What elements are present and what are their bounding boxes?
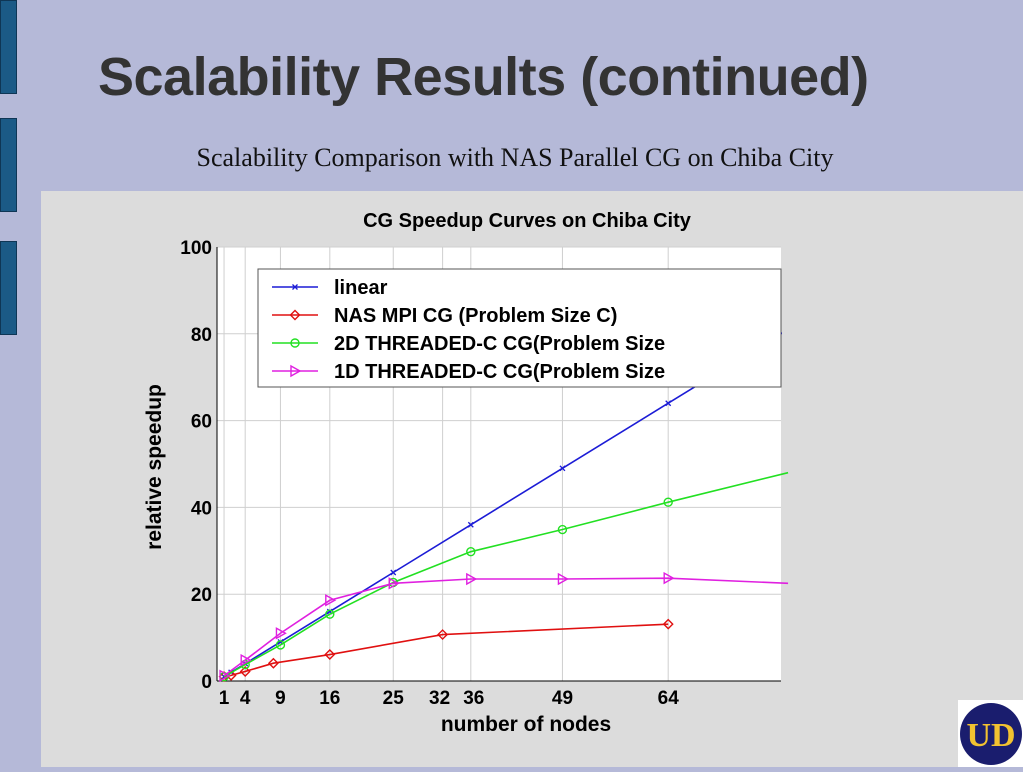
- ud-logo-icon: UD: [960, 703, 1022, 765]
- y-tick-label: 20: [191, 585, 212, 606]
- data-marker: [665, 400, 672, 407]
- series-4: [219, 571, 789, 682]
- data-marker: [663, 497, 673, 507]
- y-tick-label: 100: [180, 238, 212, 259]
- data-marker: [466, 546, 476, 557]
- legend-label: 1D THREADED-C CG(Problem Size: [334, 361, 665, 383]
- data-marker: [289, 309, 301, 321]
- data-marker: [390, 569, 397, 576]
- data-marker: [466, 572, 478, 586]
- x-tick-label: 49: [552, 688, 573, 709]
- data-marker: [290, 364, 302, 378]
- data-marker: [557, 524, 568, 535]
- series-line: [223, 623, 669, 678]
- data-marker: [663, 571, 675, 585]
- legend-item: linear: [272, 277, 388, 299]
- series-line: [223, 577, 789, 677]
- slide-title: Scalability Results (continued): [98, 47, 869, 107]
- data-marker: [437, 629, 449, 641]
- x-tick-label: 9: [275, 688, 286, 709]
- legend-clip-mask: [782, 268, 792, 388]
- data-marker: [325, 594, 337, 607]
- data-marker: [662, 618, 674, 630]
- chart-title: CG Speedup Curves on Chiba City: [363, 210, 692, 232]
- logo-text: UD: [966, 717, 1015, 754]
- x-tick-label: 4: [240, 688, 251, 709]
- data-marker: [239, 665, 251, 677]
- legend-item: NAS MPI CG (Problem Size C): [272, 305, 617, 327]
- data-marker: [388, 577, 400, 590]
- x-tick-label: 32: [429, 688, 450, 709]
- data-marker: [325, 609, 335, 619]
- legend-label: linear: [334, 277, 388, 299]
- x-tick-label: 25: [383, 688, 405, 709]
- slide-subtitle: Scalability Comparison with NAS Parallel…: [196, 143, 834, 172]
- series-group: [218, 328, 789, 683]
- legend-item: 2D THREADED-C CG(Problem Size: [272, 333, 665, 355]
- data-marker: [467, 521, 474, 528]
- legend-label: NAS MPI CG (Problem Size C): [334, 305, 617, 327]
- side-tab-1: [0, 0, 17, 94]
- y-axis-label: relative speedup: [143, 384, 166, 550]
- data-marker: [267, 657, 279, 669]
- series-line: [223, 471, 789, 678]
- x-tick-label: 64: [658, 688, 680, 709]
- data-marker: [324, 649, 336, 661]
- legend-item: 1D THREADED-C CG(Problem Size: [272, 361, 665, 383]
- chart-panel: 1 4 9 16 25 32 36 49 64 0 20 40 60 80 100 CG Speedup Cu…: [41, 191, 1023, 767]
- x-tick-label: 36: [463, 688, 484, 709]
- legend-box: [257, 268, 782, 388]
- data-marker: [219, 669, 231, 682]
- x-tick-label: 1: [219, 688, 230, 709]
- y-tick-label: 0: [201, 672, 212, 693]
- side-tab-3: [0, 241, 17, 335]
- legend-label: 2D THREADED-C CG(Problem Size: [334, 333, 665, 355]
- legend: linear NAS MPI CG (Problem Size C) 2D THRE…: [257, 268, 782, 388]
- x-tick-label: 16: [319, 688, 340, 709]
- x-axis-label: number of nodes: [441, 713, 611, 736]
- university-logo: UD: [958, 700, 1023, 767]
- data-marker: [292, 284, 298, 290]
- data-marker: [275, 627, 287, 640]
- side-tab-2: [0, 118, 17, 212]
- data-marker: [557, 572, 569, 586]
- series-3: [219, 471, 789, 682]
- y-tick-label: 80: [191, 325, 212, 346]
- data-marker: [240, 653, 252, 667]
- data-marker: [559, 465, 566, 472]
- data-marker: [275, 640, 286, 650]
- y-tick-label: 40: [191, 498, 212, 519]
- data-marker: [290, 338, 300, 348]
- y-tick-label: 60: [191, 412, 212, 433]
